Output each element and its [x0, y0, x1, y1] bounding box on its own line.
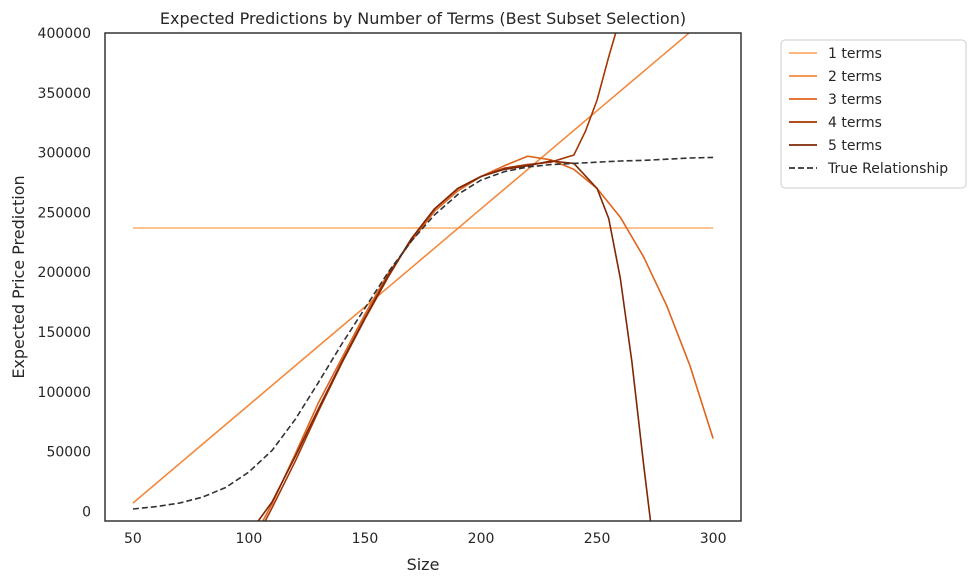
x-axis-label: Size: [407, 555, 440, 574]
y-tick-label: 200000: [38, 265, 91, 281]
y-tick-label: 400000: [38, 26, 91, 42]
x-tick-label: 250: [584, 531, 611, 547]
legend-box: [780, 39, 967, 189]
y-tick-label: 300000: [38, 146, 91, 162]
y-tick-label: 250000: [38, 205, 91, 221]
legend-label: True Relationship: [827, 161, 948, 177]
x-tick-label: 50: [124, 531, 142, 547]
y-tick-label: 50000: [46, 445, 91, 461]
series-line-5: [257, 160, 652, 521]
x-tick-label: 200: [468, 531, 495, 547]
ticks-layer: 50 100 150 200 250 300 0 50000 100000 150000 20000…: [38, 26, 727, 547]
x-tick-label: 100: [236, 531, 263, 547]
plot-frame: [104, 32, 742, 522]
legend-label: 1 terms: [828, 46, 882, 62]
legend: 1 terms 2 terms 3 terms 4 terms 5 terms True …: [780, 39, 967, 189]
y-tick-label: 0: [82, 504, 91, 520]
series-line-3: [262, 155, 714, 521]
series-line-4: [264, 33, 617, 521]
chart-title: Expected Predictions by Number of Terms …: [160, 9, 686, 28]
series-line-6: [132, 156, 714, 510]
x-tick-label: 300: [700, 531, 727, 547]
y-tick-label: 350000: [38, 86, 91, 102]
legend-label: 3 terms: [828, 92, 882, 108]
y-axis-label: Expected Price Prediction: [9, 175, 28, 378]
legend-label: 2 terms: [828, 69, 882, 85]
legend-label: 4 terms: [828, 115, 882, 131]
y-tick-label: 100000: [38, 385, 91, 401]
legend-label: 5 terms: [828, 138, 882, 154]
series-line-2: [132, 33, 691, 504]
series-layer: [132, 33, 714, 521]
y-tick-label: 150000: [38, 325, 91, 341]
x-tick-label: 150: [352, 531, 379, 547]
